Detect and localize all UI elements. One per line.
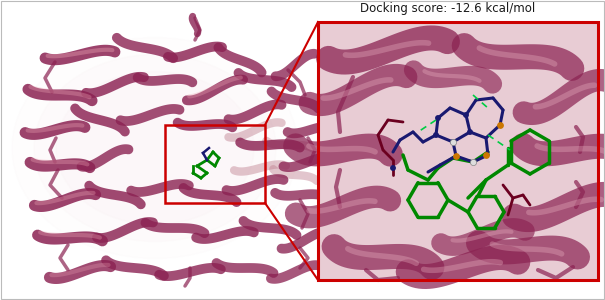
- Point: [448, 140, 458, 144]
- Bar: [318, 22, 598, 280]
- Point: [465, 130, 475, 134]
- Ellipse shape: [34, 55, 276, 242]
- Point: [451, 154, 461, 158]
- Point: [431, 133, 441, 137]
- Point: [481, 153, 491, 158]
- Point: [388, 166, 398, 170]
- Bar: [165, 125, 265, 203]
- Point: [461, 112, 471, 117]
- Bar: [318, 22, 598, 280]
- Ellipse shape: [12, 38, 298, 259]
- Ellipse shape: [56, 71, 254, 224]
- Text: Docking score: -12.6 kcal/mol: Docking score: -12.6 kcal/mol: [360, 2, 535, 15]
- Point: [433, 116, 443, 120]
- Point: [448, 140, 458, 144]
- Point: [468, 160, 478, 164]
- Point: [495, 123, 505, 128]
